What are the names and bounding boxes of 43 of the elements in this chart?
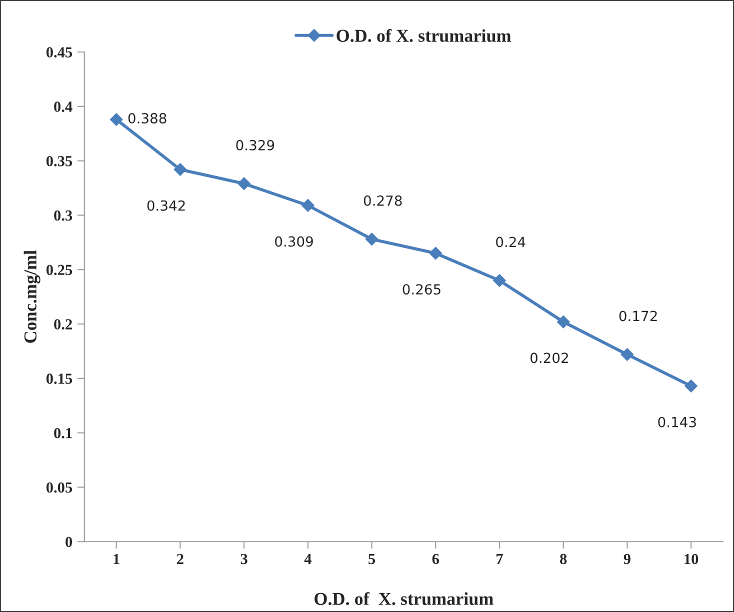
point bbox=[174, 163, 187, 176]
data-label: 0.265 bbox=[402, 284, 440, 295]
point bbox=[493, 274, 506, 287]
x-tick-label: 4 bbox=[304, 554, 312, 564]
point bbox=[365, 232, 378, 246]
y-tick-label: 0.25 bbox=[46, 264, 72, 276]
y-tick-label: 0.05 bbox=[46, 482, 72, 493]
x-tick-label: 7 bbox=[496, 554, 503, 564]
y-tick-label: 0.1 bbox=[54, 428, 72, 438]
point bbox=[620, 348, 634, 361]
x-tick-label: 3 bbox=[240, 554, 248, 564]
point bbox=[238, 177, 250, 190]
x-tick-label: 5 bbox=[368, 554, 376, 564]
x-tick-label: 9 bbox=[624, 554, 630, 564]
x-tick-label: 2 bbox=[177, 554, 184, 564]
y-tick-label: 0 bbox=[66, 536, 72, 548]
data-label: 0.143 bbox=[658, 416, 696, 428]
point bbox=[110, 113, 123, 126]
point bbox=[429, 246, 442, 260]
legend-label: O.D. of X. strumarium bbox=[336, 29, 512, 42]
data-label: 0.309 bbox=[275, 236, 313, 247]
point bbox=[302, 199, 314, 212]
y-tick-label: 0.15 bbox=[46, 374, 72, 384]
x-axis-title: O.D. of X. strumarium bbox=[314, 592, 494, 606]
y-axis-title: Conc.mg/ml bbox=[24, 250, 40, 343]
x-tick-label: 6 bbox=[432, 554, 439, 564]
data-label: 0.388 bbox=[128, 113, 166, 124]
data-label: 0.342 bbox=[147, 200, 185, 211]
y-tick-label: 0.3 bbox=[54, 210, 72, 221]
y-tick-label: 0.4 bbox=[54, 102, 72, 112]
data-label: 0.329 bbox=[236, 140, 274, 150]
y-tick-label: 0.35 bbox=[46, 156, 72, 166]
data-label: 0.202 bbox=[530, 352, 568, 364]
y-tick-label: 0.45 bbox=[46, 47, 72, 58]
point bbox=[556, 315, 570, 328]
point bbox=[684, 380, 698, 392]
data-label: 0.24 bbox=[496, 236, 526, 248]
x-tick-label: 10 bbox=[684, 554, 698, 564]
data-label: 0.172 bbox=[619, 310, 657, 322]
y-tick-label: 0.2 bbox=[54, 319, 72, 330]
x-tick-label: 1 bbox=[114, 554, 120, 564]
x-tick-label: 8 bbox=[560, 554, 567, 564]
data-label: 0.278 bbox=[364, 195, 402, 206]
